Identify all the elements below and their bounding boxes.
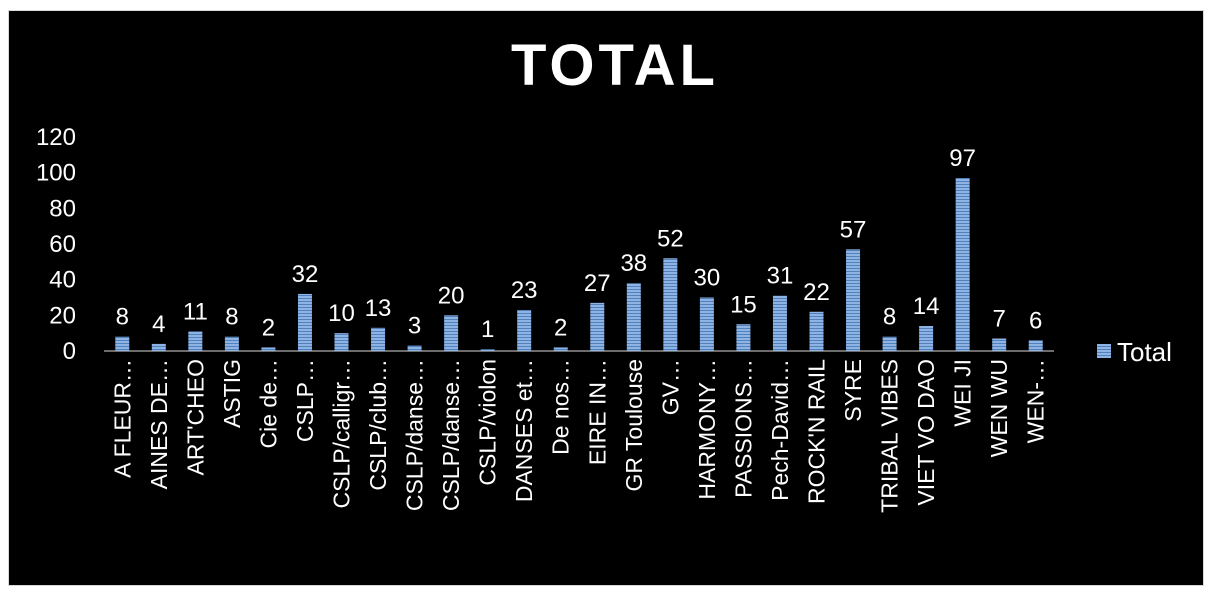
category-label: CSLP/danse… [438,359,464,511]
data-label: 6 [1029,307,1042,334]
y-tick-label: 60 [49,231,76,258]
category-label: GR Toulouse [621,359,647,492]
data-label: 15 [730,291,757,318]
data-label: 23 [511,277,538,304]
data-label: 1 [481,316,494,343]
bar [261,347,276,351]
category-label: SYRE [840,359,866,422]
chart-title: TOTAL [511,33,719,98]
bar [115,336,130,351]
bar [992,338,1007,351]
bar [955,178,970,351]
category-label: AINES DE… [146,359,172,489]
bar [772,295,787,351]
category-label: Pech-David… [767,359,793,501]
category-label: CSLP… [292,359,318,442]
y-tick-label: 80 [49,195,76,222]
category-label: Cie de… [255,359,281,448]
chart-frame: TOTAL 0 20 40 60 80 100 120 8 4 11 8 2 32 10 13 3 20 1 23… [8,10,1204,586]
category-label: WEN WU [986,359,1012,457]
data-label: 22 [803,279,830,306]
data-label: 4 [152,311,165,338]
bar [224,336,239,351]
category-label: CSLP/danse… [402,359,428,511]
category-label: WEI JI [950,359,976,427]
data-label: 11 [183,298,208,325]
bar [371,327,386,351]
category-label: DANSES et… [511,359,537,502]
category-label: ROCK'N RAIL [804,359,830,504]
category-label: TRIBAL VIBES [877,359,903,513]
data-label: 52 [657,225,684,252]
data-label: 57 [840,216,867,243]
legend-swatch [1097,344,1111,358]
data-label: 8 [116,304,129,331]
category-labels-group: A FLEUR… AINES DE… ART'CHEO ASTIG Cie de… CSL… [109,359,1048,513]
bar [736,324,751,351]
bars-group [115,178,1043,351]
category-label: A FLEUR… [109,359,135,478]
bar [663,258,678,351]
category-label: CSLP/calligr… [329,359,355,509]
data-label: 13 [365,295,392,322]
category-label: CSLP/violon [475,359,501,486]
bar [151,343,166,351]
y-tick-label: 100 [36,160,76,187]
category-label: WEN-… [1023,359,1049,443]
y-tick-label: 20 [49,302,76,329]
bar [188,331,203,351]
y-axis-ticks: 0 20 40 60 80 100 120 [36,124,76,365]
data-label: 30 [694,265,721,292]
data-label: 3 [408,313,421,340]
category-label: De nos… [548,359,574,455]
data-label: 27 [584,270,611,297]
legend-label: Total [1117,337,1172,367]
data-label: 14 [913,293,940,320]
bar [626,283,641,351]
category-label: CSLP/club… [365,359,391,491]
data-label: 31 [767,263,794,290]
bar [846,249,861,351]
y-tick-label: 0 [63,338,76,365]
category-label: VIET VO DAO [913,359,939,506]
y-tick-label: 120 [36,124,76,151]
data-label: 8 [225,304,238,331]
data-label: 8 [883,304,896,331]
bar [809,311,824,351]
bar [699,297,714,351]
bar [1028,340,1043,351]
category-label: PASSIONS… [730,359,756,498]
data-label: 32 [292,261,319,288]
bar [553,347,568,351]
bar [590,302,605,351]
data-label: 10 [328,300,355,327]
data-label: 20 [438,282,465,309]
bar [407,345,422,351]
bar [297,293,312,351]
category-label: GV… [657,359,683,415]
y-tick-label: 40 [49,267,76,294]
bar [919,326,934,351]
data-label: 2 [554,314,567,341]
bar [480,349,495,351]
data-label: 7 [993,306,1006,333]
category-label: ASTIG [219,359,245,428]
legend: Total [1097,337,1172,367]
data-label: 38 [620,250,647,277]
category-label: ART'CHEO [182,359,208,475]
category-label: EIRE IN… [584,359,610,465]
category-label: HARMONY… [694,359,720,500]
bar [444,315,459,351]
bar [517,309,532,351]
data-label: 97 [949,145,976,172]
data-label: 2 [262,314,275,341]
bar [882,336,897,351]
bar [334,333,349,351]
